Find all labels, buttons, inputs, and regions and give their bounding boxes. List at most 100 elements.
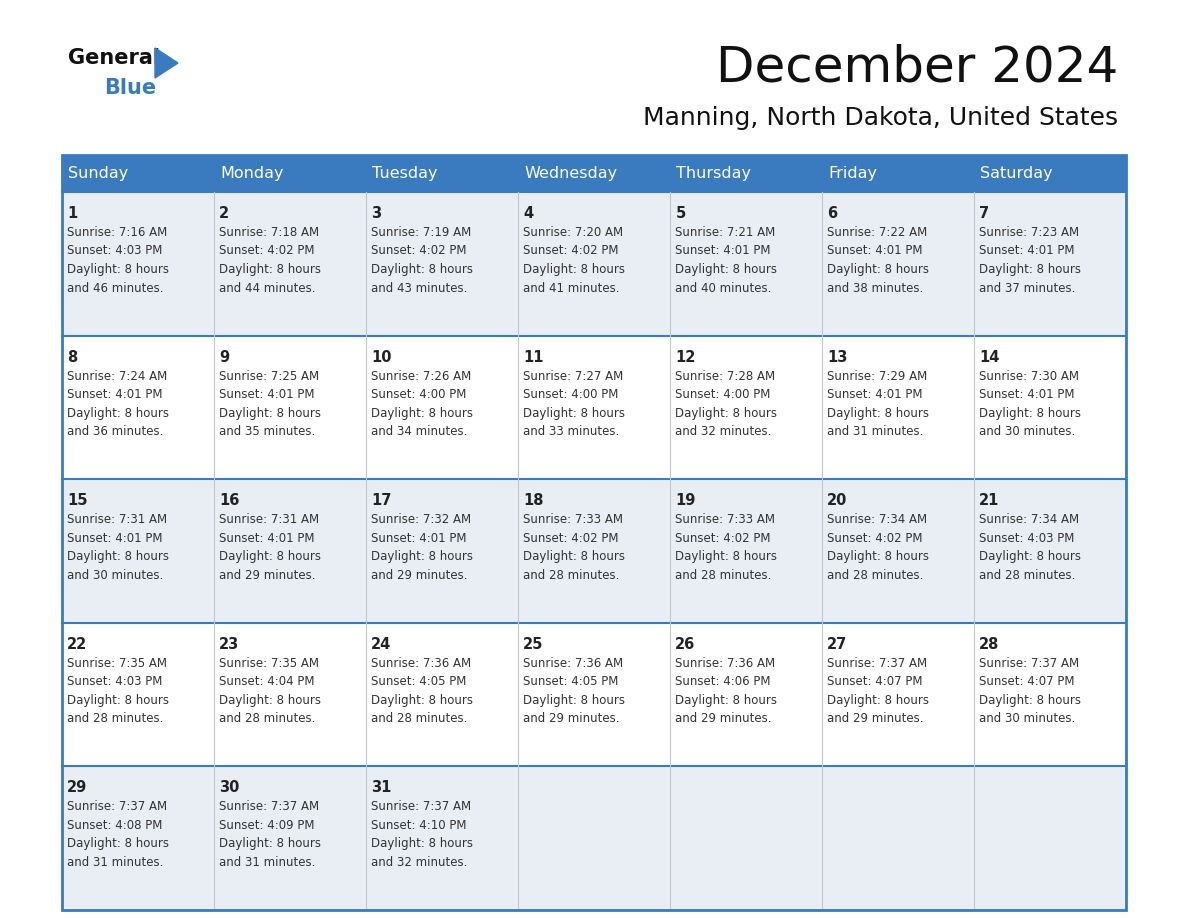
Bar xyxy=(62,155,1126,910)
Text: Sunrise: 7:34 AM: Sunrise: 7:34 AM xyxy=(827,513,928,526)
Text: and 29 minutes.: and 29 minutes. xyxy=(372,568,468,582)
Text: Sunrise: 7:27 AM: Sunrise: 7:27 AM xyxy=(524,370,624,383)
Text: Sunrise: 7:19 AM: Sunrise: 7:19 AM xyxy=(372,226,472,239)
Text: 13: 13 xyxy=(827,350,848,364)
Text: Daylight: 8 hours: Daylight: 8 hours xyxy=(220,407,321,420)
Text: 10: 10 xyxy=(372,350,392,364)
Text: Sunset: 4:03 PM: Sunset: 4:03 PM xyxy=(979,532,1075,544)
Text: Sunrise: 7:33 AM: Sunrise: 7:33 AM xyxy=(675,513,776,526)
Text: 21: 21 xyxy=(979,493,999,509)
Text: Sunset: 4:10 PM: Sunset: 4:10 PM xyxy=(372,819,467,832)
Text: Sunset: 4:02 PM: Sunset: 4:02 PM xyxy=(827,532,923,544)
Text: Sunset: 4:02 PM: Sunset: 4:02 PM xyxy=(524,244,619,258)
Text: Sunset: 4:07 PM: Sunset: 4:07 PM xyxy=(979,676,1075,688)
Text: 8: 8 xyxy=(68,350,77,364)
Text: Daylight: 8 hours: Daylight: 8 hours xyxy=(827,550,929,564)
Text: Sunrise: 7:32 AM: Sunrise: 7:32 AM xyxy=(372,513,472,526)
Text: 22: 22 xyxy=(68,637,88,652)
Text: and 29 minutes.: and 29 minutes. xyxy=(827,712,924,725)
Text: Daylight: 8 hours: Daylight: 8 hours xyxy=(68,550,170,564)
Text: Daylight: 8 hours: Daylight: 8 hours xyxy=(524,550,625,564)
Text: and 30 minutes.: and 30 minutes. xyxy=(979,712,1075,725)
Text: 16: 16 xyxy=(220,493,240,509)
Text: Sunrise: 7:37 AM: Sunrise: 7:37 AM xyxy=(220,800,320,813)
Text: Daylight: 8 hours: Daylight: 8 hours xyxy=(220,837,321,850)
Text: Daylight: 8 hours: Daylight: 8 hours xyxy=(372,837,473,850)
Text: Daylight: 8 hours: Daylight: 8 hours xyxy=(979,694,1081,707)
Text: Daylight: 8 hours: Daylight: 8 hours xyxy=(524,694,625,707)
Text: Sunrise: 7:37 AM: Sunrise: 7:37 AM xyxy=(979,656,1080,670)
Text: Sunset: 4:02 PM: Sunset: 4:02 PM xyxy=(372,244,467,258)
Text: Sunset: 4:01 PM: Sunset: 4:01 PM xyxy=(979,388,1075,401)
Text: Sunrise: 7:22 AM: Sunrise: 7:22 AM xyxy=(827,226,928,239)
Text: and 46 minutes.: and 46 minutes. xyxy=(68,282,164,295)
Text: Monday: Monday xyxy=(220,166,284,181)
Text: Daylight: 8 hours: Daylight: 8 hours xyxy=(372,407,473,420)
Text: Sunset: 4:01 PM: Sunset: 4:01 PM xyxy=(372,532,467,544)
Text: 26: 26 xyxy=(675,637,695,652)
Text: Manning, North Dakota, United States: Manning, North Dakota, United States xyxy=(643,106,1118,130)
Text: Sunset: 4:01 PM: Sunset: 4:01 PM xyxy=(827,244,923,258)
Text: Thursday: Thursday xyxy=(676,166,751,181)
Text: Daylight: 8 hours: Daylight: 8 hours xyxy=(979,550,1081,564)
Text: Tuesday: Tuesday xyxy=(372,166,437,181)
Text: and 31 minutes.: and 31 minutes. xyxy=(68,856,164,869)
Text: and 28 minutes.: and 28 minutes. xyxy=(827,568,924,582)
Text: Sunset: 4:05 PM: Sunset: 4:05 PM xyxy=(372,676,467,688)
Text: General: General xyxy=(68,48,160,68)
Text: Sunrise: 7:35 AM: Sunrise: 7:35 AM xyxy=(220,656,320,670)
Text: Sunday: Sunday xyxy=(68,166,128,181)
Text: Sunset: 4:07 PM: Sunset: 4:07 PM xyxy=(827,676,923,688)
Text: and 41 minutes.: and 41 minutes. xyxy=(524,282,620,295)
Text: Daylight: 8 hours: Daylight: 8 hours xyxy=(979,407,1081,420)
Text: Daylight: 8 hours: Daylight: 8 hours xyxy=(675,407,777,420)
Text: Daylight: 8 hours: Daylight: 8 hours xyxy=(979,263,1081,276)
Text: 20: 20 xyxy=(827,493,848,509)
Text: and 28 minutes.: and 28 minutes. xyxy=(979,568,1075,582)
Text: and 35 minutes.: and 35 minutes. xyxy=(220,425,316,438)
Text: Daylight: 8 hours: Daylight: 8 hours xyxy=(827,694,929,707)
Text: Sunset: 4:08 PM: Sunset: 4:08 PM xyxy=(68,819,163,832)
Text: Sunset: 4:00 PM: Sunset: 4:00 PM xyxy=(675,388,771,401)
Text: Daylight: 8 hours: Daylight: 8 hours xyxy=(372,694,473,707)
Text: Sunset: 4:01 PM: Sunset: 4:01 PM xyxy=(220,532,315,544)
Text: Sunrise: 7:24 AM: Sunrise: 7:24 AM xyxy=(68,370,168,383)
Text: 17: 17 xyxy=(372,493,392,509)
Text: Sunrise: 7:36 AM: Sunrise: 7:36 AM xyxy=(675,656,776,670)
Text: 23: 23 xyxy=(220,637,240,652)
Text: and 36 minutes.: and 36 minutes. xyxy=(68,425,164,438)
Text: and 29 minutes.: and 29 minutes. xyxy=(675,712,772,725)
Text: and 29 minutes.: and 29 minutes. xyxy=(524,712,620,725)
Text: Sunrise: 7:36 AM: Sunrise: 7:36 AM xyxy=(524,656,624,670)
Text: 2: 2 xyxy=(220,206,229,221)
Text: and 40 minutes.: and 40 minutes. xyxy=(675,282,772,295)
Text: Daylight: 8 hours: Daylight: 8 hours xyxy=(220,694,321,707)
Text: 29: 29 xyxy=(68,780,88,795)
Text: 6: 6 xyxy=(827,206,838,221)
Text: Sunrise: 7:35 AM: Sunrise: 7:35 AM xyxy=(68,656,168,670)
Text: and 28 minutes.: and 28 minutes. xyxy=(524,568,620,582)
Bar xyxy=(62,767,1126,910)
Text: Daylight: 8 hours: Daylight: 8 hours xyxy=(675,263,777,276)
Text: Sunset: 4:02 PM: Sunset: 4:02 PM xyxy=(675,532,771,544)
Text: 31: 31 xyxy=(372,780,392,795)
Polygon shape xyxy=(154,48,178,78)
Text: 3: 3 xyxy=(372,206,381,221)
Text: Sunset: 4:01 PM: Sunset: 4:01 PM xyxy=(979,244,1075,258)
Text: Sunset: 4:01 PM: Sunset: 4:01 PM xyxy=(220,388,315,401)
Text: Sunrise: 7:37 AM: Sunrise: 7:37 AM xyxy=(827,656,928,670)
Text: and 32 minutes.: and 32 minutes. xyxy=(372,856,468,869)
Text: 19: 19 xyxy=(675,493,696,509)
Text: Sunset: 4:01 PM: Sunset: 4:01 PM xyxy=(827,388,923,401)
Text: and 33 minutes.: and 33 minutes. xyxy=(524,425,620,438)
Text: Sunset: 4:05 PM: Sunset: 4:05 PM xyxy=(524,676,619,688)
Text: Daylight: 8 hours: Daylight: 8 hours xyxy=(68,263,170,276)
Text: Sunrise: 7:23 AM: Sunrise: 7:23 AM xyxy=(979,226,1080,239)
Text: 27: 27 xyxy=(827,637,847,652)
Text: Sunrise: 7:37 AM: Sunrise: 7:37 AM xyxy=(372,800,472,813)
Text: 24: 24 xyxy=(372,637,392,652)
Text: Sunrise: 7:18 AM: Sunrise: 7:18 AM xyxy=(220,226,320,239)
Text: Daylight: 8 hours: Daylight: 8 hours xyxy=(68,694,170,707)
Text: Saturday: Saturday xyxy=(980,166,1053,181)
Text: December 2024: December 2024 xyxy=(715,44,1118,92)
